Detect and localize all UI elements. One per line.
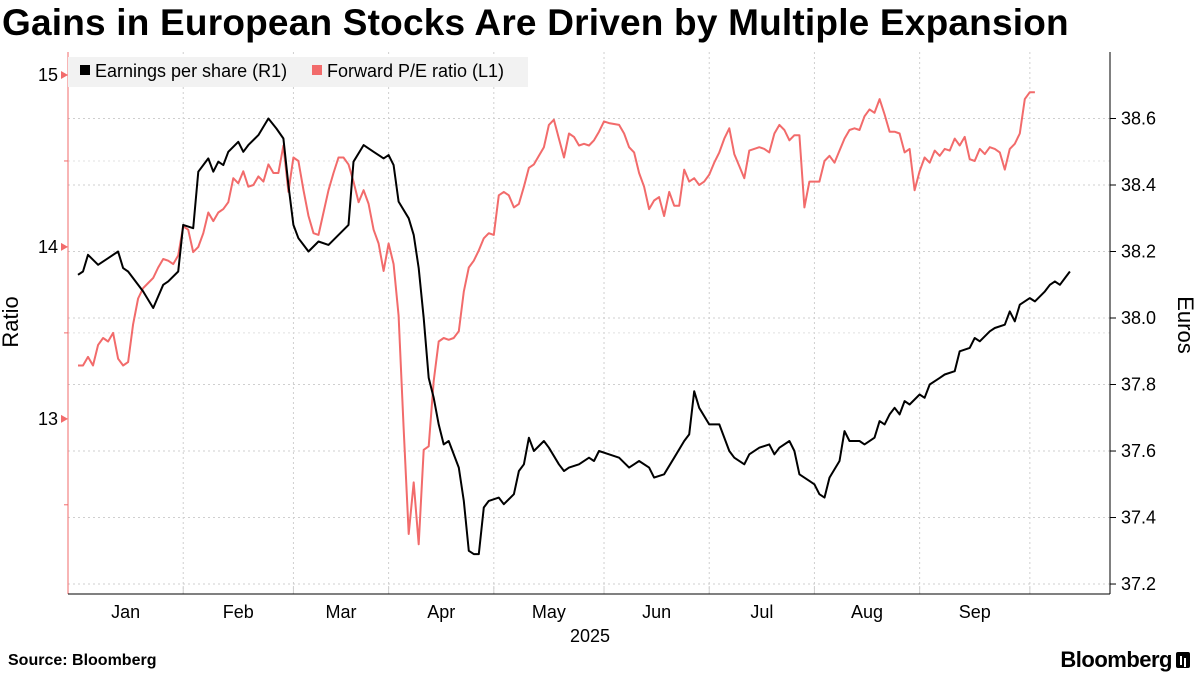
right-axis-title: Euros [1173, 296, 1198, 353]
right-tick-label-0: 37.2 [1121, 574, 1156, 594]
right-tick-label-7: 38.6 [1121, 109, 1156, 129]
left-tick-marker-1 [61, 242, 68, 251]
brand-text: Bloomberg [1060, 647, 1172, 672]
left-axis-title: Ratio [0, 296, 23, 347]
left-tick-label-1: 14 [38, 237, 58, 257]
right-tick-label-4: 38.0 [1121, 308, 1156, 328]
x-tick-label-may: May [532, 602, 566, 622]
left-tick-marker-0 [61, 414, 68, 423]
legend-swatch-pe [312, 65, 322, 75]
brand-logo: Bloomberg [1060, 647, 1190, 673]
right-tick-label-5: 38.2 [1121, 242, 1156, 262]
right-tick-label-2: 37.6 [1121, 441, 1156, 461]
right-tick-label-6: 38.4 [1121, 175, 1156, 195]
legend-label-eps: Earnings per share (R1) [95, 61, 287, 81]
series-line-forward-pe [78, 91, 1035, 546]
series-lines [77, 91, 1071, 556]
x-tick-label-apr: Apr [427, 602, 455, 622]
legend-swatch-eps [80, 65, 90, 75]
left-tick-label-0: 13 [38, 409, 58, 429]
right-tick-label-3: 37.8 [1121, 375, 1156, 395]
x-tick-label-aug: Aug [851, 602, 883, 622]
x-tick-label-jun: Jun [642, 602, 671, 622]
x-axis-year: 2025 [570, 626, 610, 646]
x-tick-label-jan: Jan [111, 602, 140, 622]
right-tick-label-1: 37.4 [1121, 508, 1156, 528]
legend-background [68, 57, 528, 87]
series-line-earnings-per-share [77, 117, 1071, 556]
x-tick-label-sep: Sep [959, 602, 991, 622]
bloomberg-terminal-icon [1176, 652, 1190, 668]
left-tick-marker-2 [61, 71, 68, 79]
x-tick-label-mar: Mar [326, 602, 357, 622]
legend-label-pe: Forward P/E ratio (L1) [327, 61, 504, 81]
x-tick-label-jul: Jul [750, 602, 773, 622]
grid [68, 52, 1110, 594]
axes: Jan Feb Mar Apr May Jun Jul Aug Sep 37.2 37.4 37.6 3… [38, 52, 1156, 622]
source-note: Source: Bloomberg [8, 652, 157, 669]
x-tick-label-feb: Feb [223, 602, 254, 622]
legend: Earnings per share (R1) Forward P/E rati… [68, 57, 528, 87]
left-tick-label-2: 15 [38, 65, 58, 85]
chart-title: Gains in European Stocks Are Driven by M… [2, 2, 1069, 43]
